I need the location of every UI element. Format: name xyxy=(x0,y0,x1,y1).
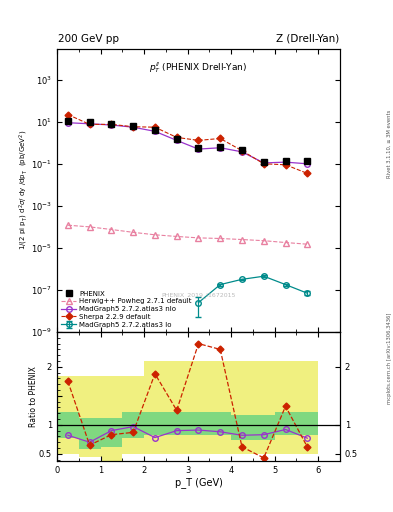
Bar xyxy=(122,375,144,454)
Text: Rivet 3.1.10, ≥ 3M events: Rivet 3.1.10, ≥ 3M events xyxy=(387,109,392,178)
Legend: PHENIX, Herwig++ Powheg 2.7.1 default, MadGraph5 2.7.2.atlas3 nlo, Sherpa 2.2.9 : PHENIX, Herwig++ Powheg 2.7.1 default, M… xyxy=(59,288,195,331)
Bar xyxy=(187,361,209,454)
Herwig++ Powheg 2.7.1 default xyxy=(66,222,70,228)
MadGraph5 2.7.2.atlas3 nlo xyxy=(109,122,114,128)
Herwig++ Powheg 2.7.1 default xyxy=(218,236,222,242)
Bar xyxy=(209,412,231,435)
Sherpa 2.2.9 default xyxy=(283,162,288,168)
Sherpa 2.2.9 default xyxy=(152,124,157,130)
Y-axis label: Ratio to PHENIX: Ratio to PHENIX xyxy=(29,366,38,427)
Bar xyxy=(57,375,79,454)
Herwig++ Powheg 2.7.1 default xyxy=(283,240,288,246)
Sherpa 2.2.9 default xyxy=(109,121,114,127)
Bar xyxy=(231,361,253,454)
Sherpa 2.2.9 default xyxy=(174,134,179,140)
Herwig++ Powheg 2.7.1 default xyxy=(174,233,179,240)
Line: Sherpa 2.2.9 default: Sherpa 2.2.9 default xyxy=(66,112,310,176)
Sherpa 2.2.9 default xyxy=(261,161,266,167)
Bar xyxy=(187,412,209,435)
Bar xyxy=(209,361,231,454)
Bar xyxy=(166,361,187,454)
Text: mcplots.cern.ch [arXiv:1306.3436]: mcplots.cern.ch [arXiv:1306.3436] xyxy=(387,313,392,404)
Bar xyxy=(101,375,122,466)
Bar xyxy=(166,412,187,435)
Bar xyxy=(144,361,166,454)
Herwig++ Powheg 2.7.1 default xyxy=(131,229,136,236)
Bar xyxy=(253,415,275,440)
MadGraph5 2.7.2.atlas3 nlo xyxy=(218,145,222,151)
MadGraph5 2.7.2.atlas3 nlo xyxy=(152,129,157,135)
MadGraph5 2.7.2.atlas3 nlo xyxy=(283,159,288,165)
Text: $p_T^{ll}$ (PHENIX Drell-Yan): $p_T^{ll}$ (PHENIX Drell-Yan) xyxy=(149,60,248,75)
MadGraph5 2.7.2.atlas3 nlo xyxy=(66,120,70,126)
Sherpa 2.2.9 default xyxy=(87,121,92,127)
Sherpa 2.2.9 default xyxy=(305,170,310,177)
Herwig++ Powheg 2.7.1 default xyxy=(152,232,157,238)
Bar xyxy=(253,361,275,454)
Bar xyxy=(144,412,166,435)
Sherpa 2.2.9 default xyxy=(218,135,222,141)
Bar xyxy=(79,418,101,449)
MadGraph5 2.7.2.atlas3 nlo xyxy=(305,161,310,167)
Herwig++ Powheg 2.7.1 default xyxy=(240,237,244,243)
MadGraph5 2.7.2.atlas3 nlo xyxy=(261,160,266,166)
MadGraph5 2.7.2.atlas3 nlo xyxy=(196,146,201,152)
Bar xyxy=(296,361,318,454)
X-axis label: p_T (GeV): p_T (GeV) xyxy=(174,477,222,488)
MadGraph5 2.7.2.atlas3 nlo xyxy=(131,124,136,130)
Herwig++ Powheg 2.7.1 default xyxy=(196,235,201,241)
MadGraph5 2.7.2.atlas3 nlo xyxy=(174,137,179,143)
Herwig++ Powheg 2.7.1 default xyxy=(305,241,310,247)
Text: PHENIX_2019_I1672015: PHENIX_2019_I1672015 xyxy=(161,292,236,298)
Bar xyxy=(57,412,79,438)
Bar xyxy=(122,412,144,438)
MadGraph5 2.7.2.atlas3 nlo xyxy=(240,149,244,155)
Sherpa 2.2.9 default xyxy=(240,147,244,154)
Herwig++ Powheg 2.7.1 default xyxy=(109,226,114,232)
Herwig++ Powheg 2.7.1 default xyxy=(87,224,92,230)
Bar xyxy=(231,415,253,440)
MadGraph5 2.7.2.atlas3 nlo xyxy=(87,121,92,127)
Bar xyxy=(101,418,122,447)
Text: Z (Drell-Yan): Z (Drell-Yan) xyxy=(275,33,339,44)
Line: Herwig++ Powheg 2.7.1 default: Herwig++ Powheg 2.7.1 default xyxy=(65,222,310,247)
Sherpa 2.2.9 default xyxy=(66,112,70,118)
Text: 200 GeV pp: 200 GeV pp xyxy=(58,33,119,44)
Line: MadGraph5 2.7.2.atlas3 nlo: MadGraph5 2.7.2.atlas3 nlo xyxy=(65,120,310,166)
Bar xyxy=(275,412,296,435)
Sherpa 2.2.9 default xyxy=(131,124,136,130)
Bar xyxy=(275,361,296,454)
Bar xyxy=(296,412,318,435)
Herwig++ Powheg 2.7.1 default xyxy=(261,238,266,244)
Y-axis label: 1/(2 pi p$_\mathregular{T}$) d$^2\sigma$/ dy /dp$_\mathregular{T}$  (pb/GeV$^2$): 1/(2 pi p$_\mathregular{T}$) d$^2\sigma$… xyxy=(17,130,30,250)
Sherpa 2.2.9 default xyxy=(196,137,201,143)
Bar xyxy=(79,375,101,457)
